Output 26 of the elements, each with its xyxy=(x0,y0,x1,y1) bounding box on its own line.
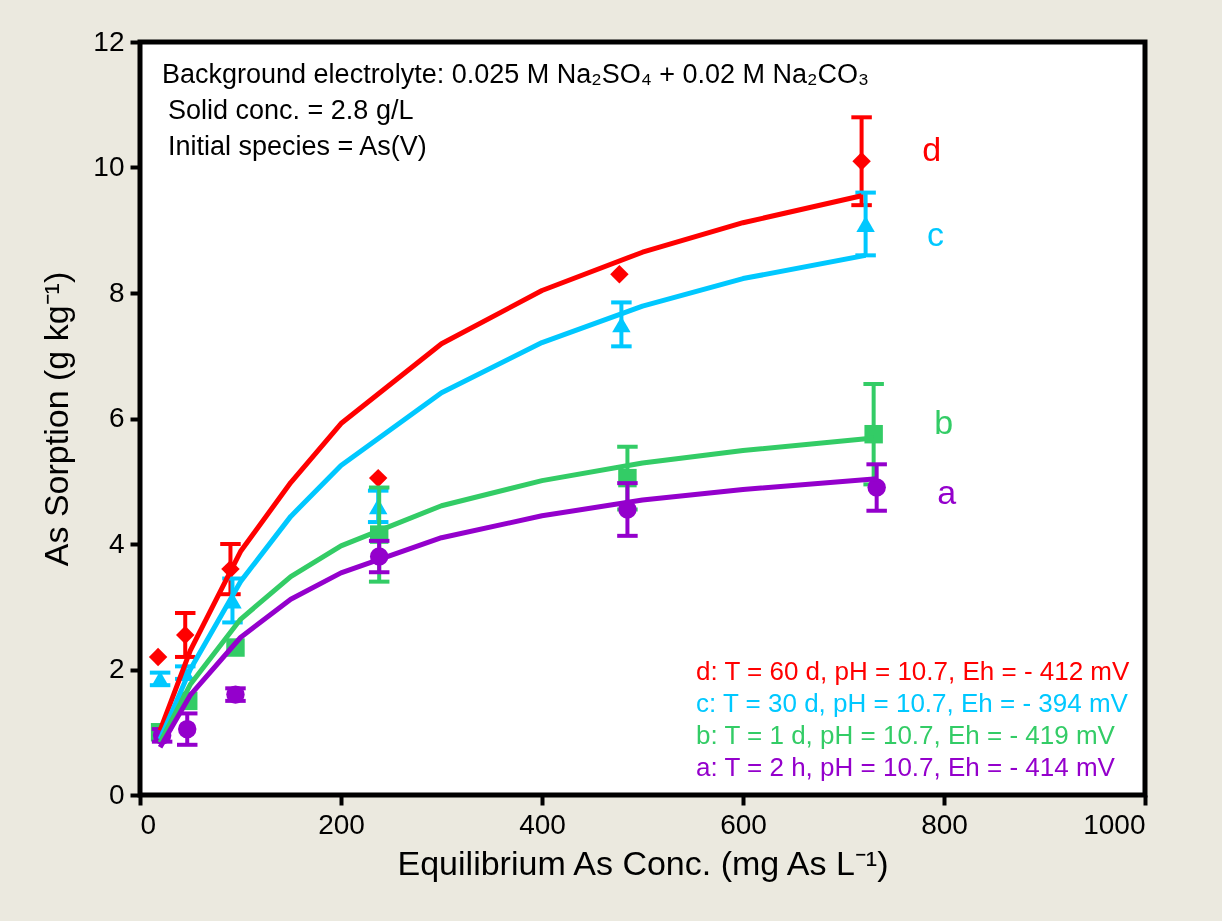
x-tick-label: 600 xyxy=(720,808,767,840)
y-tick-label: 2 xyxy=(108,653,125,684)
annotation: c xyxy=(927,214,945,253)
x-tick-label: 200 xyxy=(318,808,365,840)
x-tick-label: 400 xyxy=(519,808,566,840)
y-tick-label: 6 xyxy=(108,402,125,433)
annotation: a xyxy=(937,472,957,511)
annotation: Solid conc. = 2.8 g/L xyxy=(168,95,414,125)
x-tick-label: 1000 xyxy=(1083,808,1146,840)
x-axis-title: Equilibrium As Conc. (mg As L⁻¹) xyxy=(397,843,889,882)
text: d: T = 60 d, pH = 10.7, Eh = - 412 mV xyxy=(696,656,1131,686)
y-tick-label: 10 xyxy=(93,151,125,182)
y-tick-label: 8 xyxy=(108,276,125,308)
y-tick-label: 4 xyxy=(108,527,125,559)
text: b: T = 1 d, pH = 10.7, Eh = - 419 mV xyxy=(696,720,1116,750)
text: c: T = 30 d, pH = 10.7, Eh = - 394 mV xyxy=(696,688,1129,718)
annotation: d xyxy=(922,130,942,169)
y-axis-title: As Sorption (g kg⁻¹) xyxy=(37,271,76,567)
annotation: b xyxy=(934,403,954,442)
x-tick-label: 800 xyxy=(921,808,968,840)
annotation: Background electrolyte: 0.025 M Na₂SO₄ + 0.02 M Na₂CO₃ xyxy=(162,59,870,89)
y-tick-label: 12 xyxy=(93,25,125,57)
annotation: Initial species = As(V) xyxy=(168,131,427,161)
y-tick-label: 0 xyxy=(108,778,125,810)
x-tick-label: 0 xyxy=(140,808,157,840)
text: a: T = 2 h, pH = 10.7, Eh = - 414 mV xyxy=(696,752,1116,782)
